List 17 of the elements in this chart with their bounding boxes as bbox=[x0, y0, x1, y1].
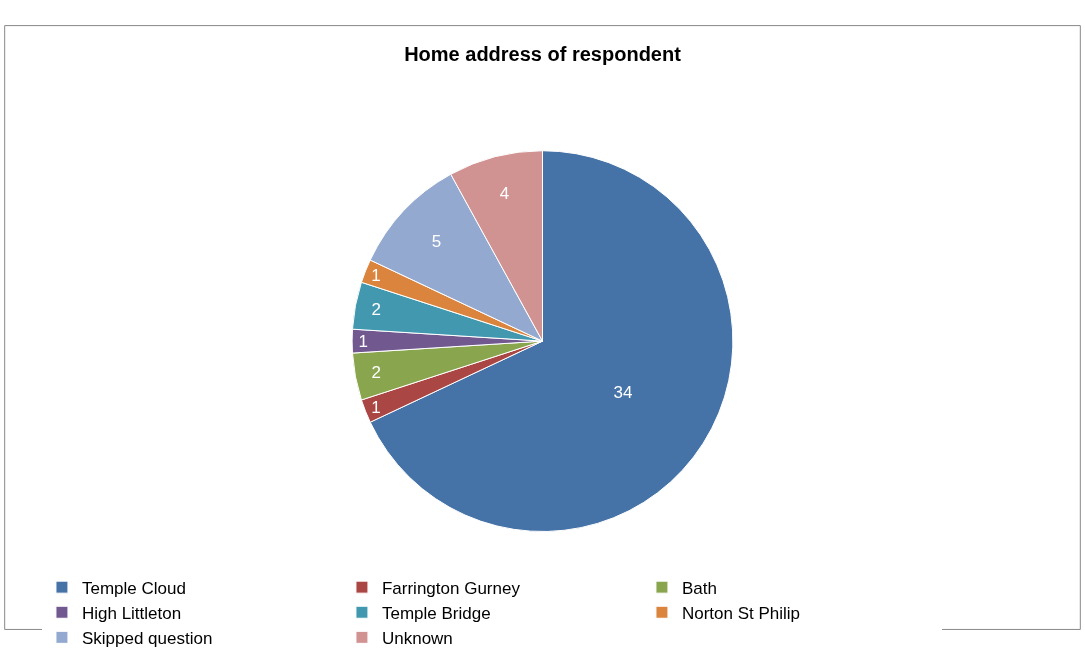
legend-label: Skipped question bbox=[81, 628, 213, 648]
legend-label: Temple Cloud bbox=[81, 578, 186, 598]
legend-label: Temple Bridge bbox=[381, 603, 491, 623]
data-label: 34 bbox=[613, 382, 633, 402]
data-label: 1 bbox=[358, 331, 369, 351]
legend-label: Farrington Gurney bbox=[381, 578, 521, 598]
legend-label: Unknown bbox=[381, 628, 453, 648]
data-label: 2 bbox=[371, 363, 382, 383]
legend-label: Bath bbox=[681, 578, 717, 598]
legend-label: Norton St Philip bbox=[681, 603, 801, 623]
data-label: 4 bbox=[499, 183, 510, 203]
data-label: 2 bbox=[371, 299, 382, 319]
data-label: 5 bbox=[431, 232, 442, 252]
chart-title: Home address of respondent bbox=[404, 42, 682, 65]
data-label: 1 bbox=[371, 265, 381, 285]
legend-label: High Littleton bbox=[81, 603, 182, 623]
data-label: 1 bbox=[371, 397, 381, 417]
